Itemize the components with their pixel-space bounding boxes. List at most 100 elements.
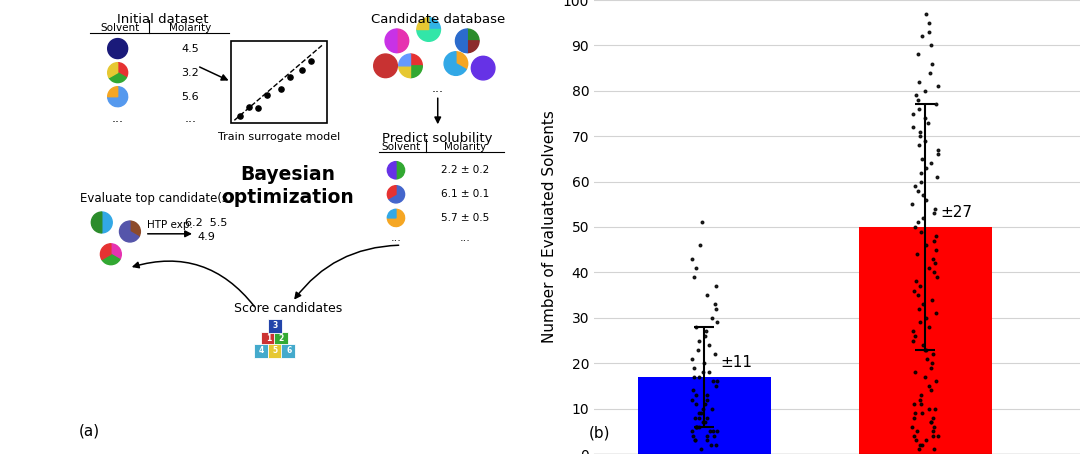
Point — [909, 291, 927, 299]
Wedge shape — [456, 52, 468, 69]
Point — [929, 146, 946, 153]
Wedge shape — [108, 87, 118, 97]
Point — [909, 51, 927, 58]
Point — [907, 437, 924, 444]
Point — [904, 337, 921, 344]
Point — [928, 232, 945, 240]
Point — [688, 323, 705, 331]
Text: Predict solubility: Predict solubility — [382, 132, 492, 145]
Point — [923, 296, 941, 303]
Point — [691, 337, 708, 344]
Y-axis label: Number of Evaluated Solvents: Number of Evaluated Solvents — [542, 111, 557, 343]
Text: 4.5: 4.5 — [181, 44, 199, 54]
Wedge shape — [396, 162, 405, 179]
Point — [916, 373, 933, 380]
Point — [913, 178, 930, 185]
Point — [915, 214, 932, 222]
Point — [918, 10, 935, 17]
Point — [909, 78, 927, 85]
Point — [699, 396, 716, 403]
Point — [703, 314, 720, 321]
Wedge shape — [108, 87, 127, 107]
Point — [701, 369, 718, 376]
Point — [699, 291, 716, 299]
Point — [699, 391, 716, 399]
FancyBboxPatch shape — [231, 41, 326, 123]
Point — [692, 410, 710, 417]
FancyBboxPatch shape — [268, 320, 282, 333]
Point — [687, 423, 704, 430]
Point — [921, 69, 939, 76]
Point — [685, 387, 702, 394]
Wedge shape — [118, 63, 127, 78]
Point — [686, 364, 703, 371]
Text: 6: 6 — [286, 346, 292, 355]
Wedge shape — [386, 29, 396, 53]
Wedge shape — [429, 18, 441, 30]
Point — [905, 110, 922, 117]
Point — [920, 28, 937, 35]
Wedge shape — [471, 56, 495, 80]
Point — [689, 346, 706, 353]
Point — [913, 400, 930, 408]
Point — [909, 187, 927, 194]
Text: Evaluate top candidate(s): Evaluate top candidate(s) — [80, 192, 232, 205]
Point — [918, 437, 935, 444]
FancyBboxPatch shape — [281, 344, 296, 358]
Point — [914, 33, 931, 40]
Point — [920, 405, 937, 412]
Point — [912, 396, 929, 403]
Point — [924, 432, 942, 439]
Point — [701, 428, 718, 435]
Point — [691, 242, 708, 249]
Point — [922, 419, 940, 426]
Text: Molarity: Molarity — [170, 23, 212, 33]
Point — [688, 423, 705, 430]
Point — [910, 142, 928, 149]
Point — [924, 237, 942, 244]
Point — [926, 446, 943, 453]
Point — [912, 282, 929, 290]
Point — [912, 228, 929, 235]
Point — [922, 160, 940, 167]
Point — [930, 432, 947, 439]
Point — [906, 183, 923, 190]
Text: ±11: ±11 — [720, 355, 752, 370]
Point — [917, 87, 934, 94]
Point — [702, 441, 719, 449]
Point — [708, 378, 726, 385]
Wedge shape — [417, 18, 429, 30]
Text: 3: 3 — [272, 321, 278, 331]
Point — [687, 391, 704, 399]
Bar — [638, 377, 771, 454]
Point — [706, 301, 724, 308]
Point — [699, 414, 716, 421]
Text: 2.2 ± 0.2: 2.2 ± 0.2 — [441, 165, 489, 175]
Point — [918, 242, 935, 249]
Point — [917, 314, 934, 321]
Point — [929, 173, 946, 181]
Point — [231, 112, 248, 119]
Point — [923, 350, 941, 358]
Point — [928, 273, 945, 281]
Wedge shape — [388, 209, 405, 227]
Point — [688, 400, 705, 408]
Point — [684, 428, 701, 435]
Point — [684, 396, 701, 403]
Point — [906, 223, 923, 231]
Point — [908, 428, 926, 435]
Text: Score candidates: Score candidates — [233, 302, 342, 315]
Text: 6.2  5.5: 6.2 5.5 — [185, 218, 228, 228]
Text: Train surrogate model: Train surrogate model — [218, 132, 340, 142]
Point — [686, 414, 703, 421]
Point — [917, 164, 934, 172]
Point — [908, 278, 926, 285]
Point — [690, 423, 707, 430]
Text: 5: 5 — [272, 346, 278, 355]
Wedge shape — [456, 29, 468, 53]
Point — [904, 201, 921, 208]
Point — [915, 192, 932, 199]
Point — [926, 423, 943, 430]
Point — [927, 260, 944, 267]
Point — [926, 210, 943, 217]
